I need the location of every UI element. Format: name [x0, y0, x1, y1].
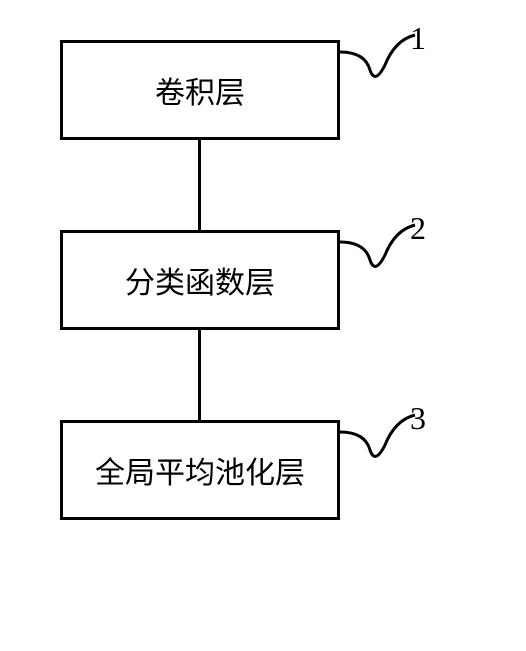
node-label: 分类函数层 — [125, 258, 275, 302]
edge-2-3 — [198, 330, 201, 420]
edge-1-2 — [198, 140, 201, 230]
node-global-avg-pooling-layer: 全局平均池化层 — [60, 420, 340, 520]
node-conv-layer: 卷积层 — [60, 40, 340, 140]
callout-number-2: 2 — [410, 210, 426, 247]
callout-curve-3 — [340, 410, 420, 480]
callout-number-1: 1 — [410, 20, 426, 57]
callout-curve-1 — [340, 30, 420, 100]
node-label: 全局平均池化层 — [95, 448, 305, 492]
callout-number-3: 3 — [410, 400, 426, 437]
callout-curve-2 — [340, 220, 420, 290]
node-label: 卷积层 — [155, 68, 245, 112]
node-classification-layer: 分类函数层 — [60, 230, 340, 330]
